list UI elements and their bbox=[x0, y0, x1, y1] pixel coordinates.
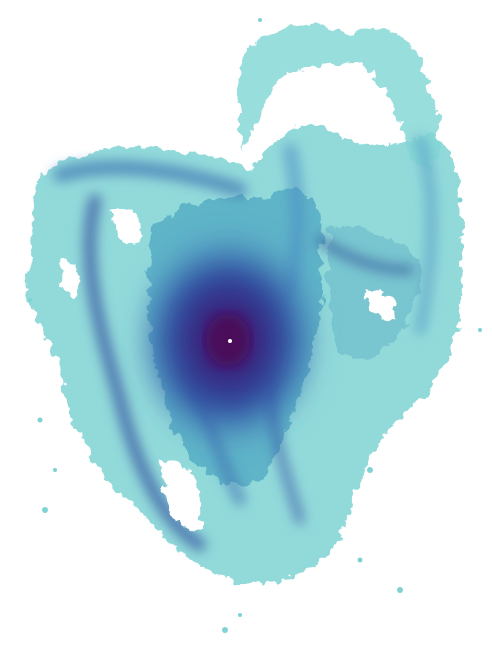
core-point bbox=[228, 339, 232, 343]
image bbox=[0, 0, 492, 655]
core bbox=[206, 314, 250, 366]
page: {} bbox=[0, 0, 492, 655]
